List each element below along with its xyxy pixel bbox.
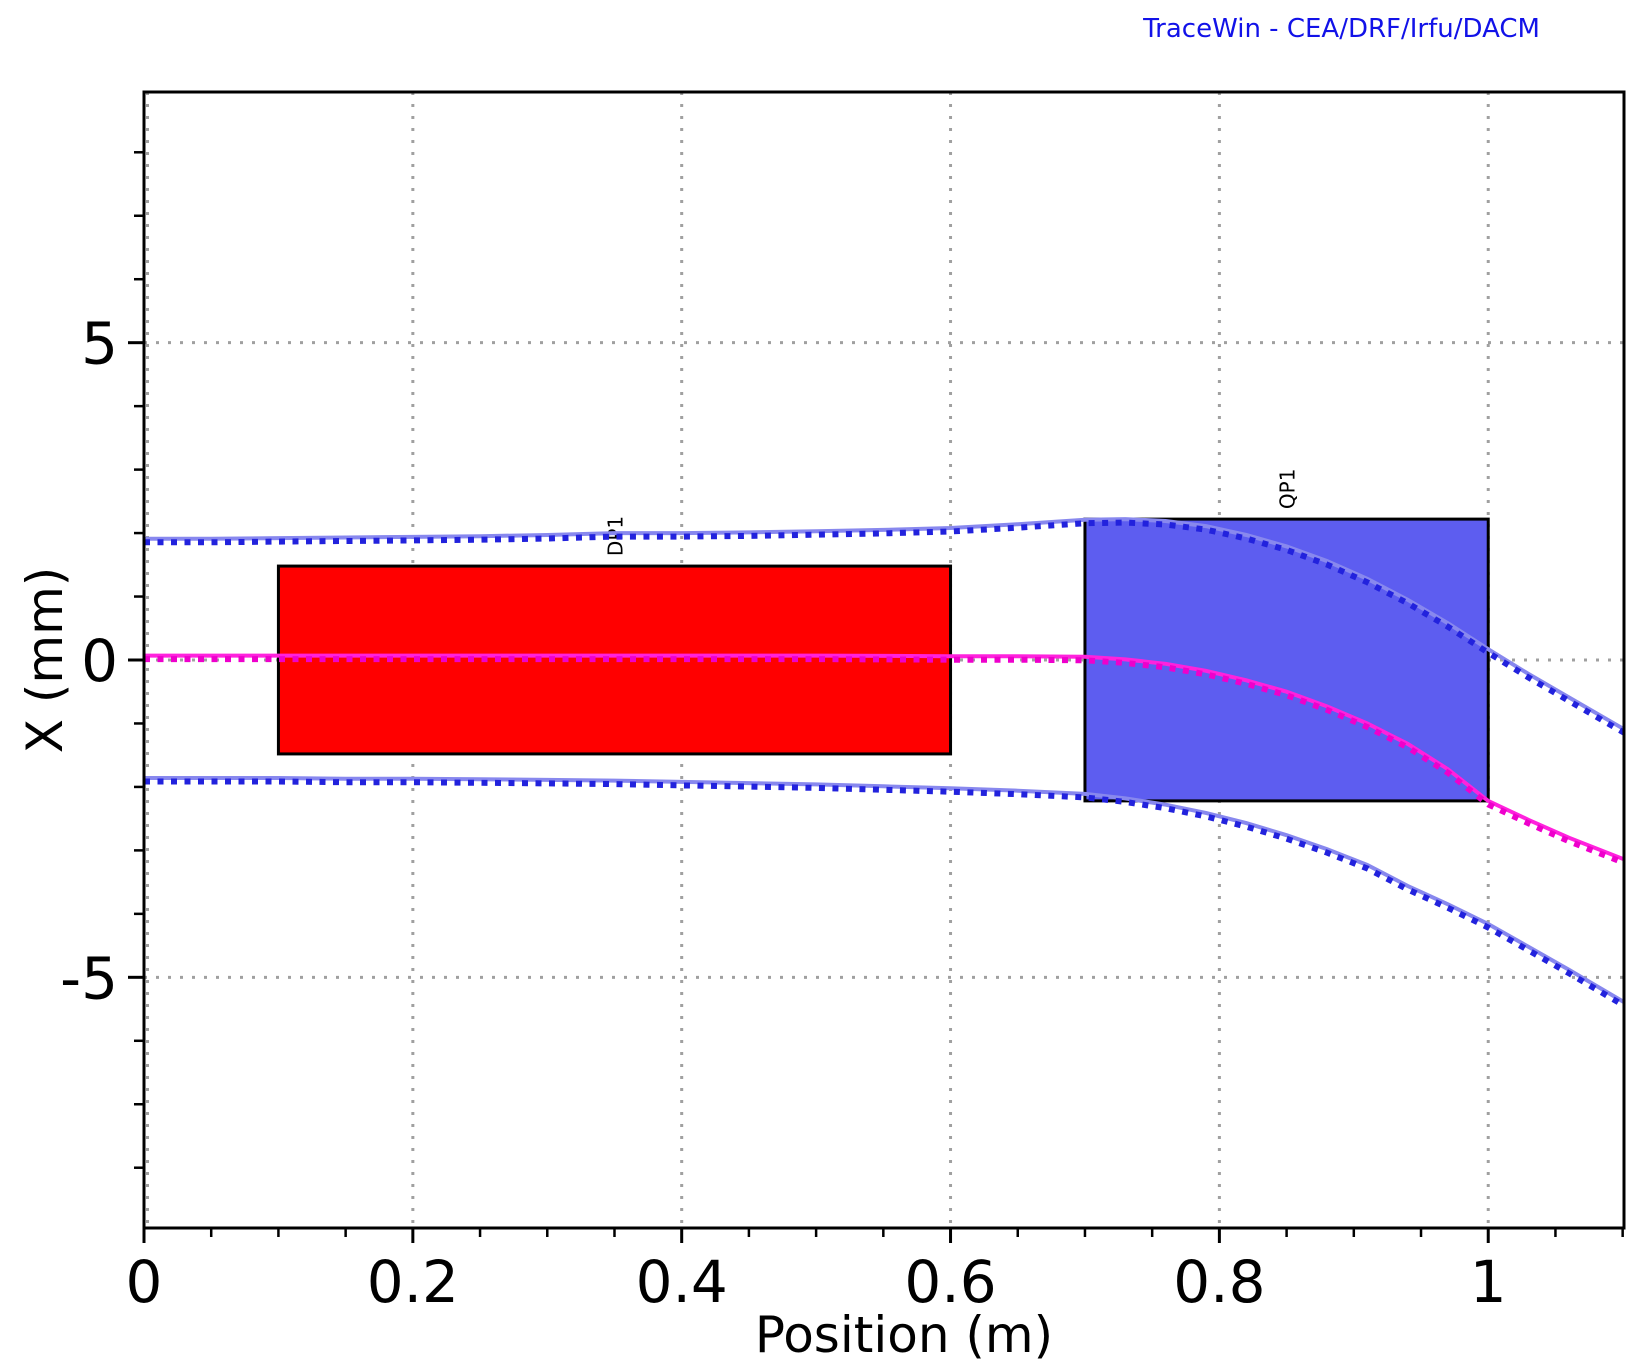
envelope-minus-x-line (144, 776, 1626, 1004)
x-tick-label: 1 (1470, 1248, 1507, 1316)
element-label-qp1: QP1 (1276, 469, 1300, 510)
x-tick-label: 0 (126, 1248, 163, 1316)
x-tick-label: 0.4 (636, 1248, 728, 1316)
beam-centroid-x-line (144, 653, 1625, 862)
app-title: TraceWin - CEA/DRF/Irfu/DACM (1143, 14, 1540, 44)
envelope-minus-x-dots (144, 778, 1626, 1009)
x-axis-title: Position (m) (755, 1306, 1053, 1364)
y-axis-title: X (mm) (16, 567, 74, 754)
beam-centroid-x-dots (144, 656, 1626, 866)
y-tick-label: 5 (81, 310, 118, 378)
envelope-plus-x-dots (144, 519, 1626, 736)
x-tick-label: 0.8 (1173, 1248, 1265, 1316)
x-tick-label: 0.2 (367, 1248, 459, 1316)
y-tick-label: 0 (81, 627, 118, 695)
y-tick-label: -5 (60, 944, 118, 1012)
x-tick-label: 0.6 (904, 1248, 996, 1316)
envelope-plus-x-line (144, 517, 1625, 731)
